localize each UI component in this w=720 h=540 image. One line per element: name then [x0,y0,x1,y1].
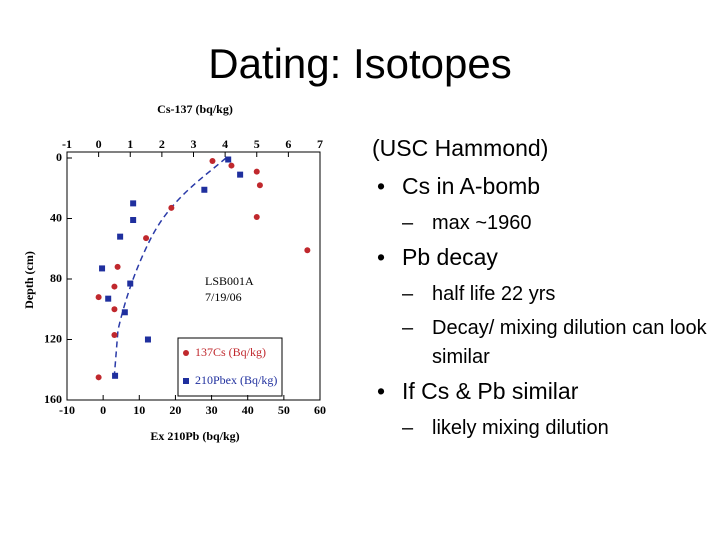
data-point [117,233,124,240]
bullet-item: Cs in A-bomb [372,172,707,201]
x2-tick-label: 40 [242,403,254,417]
x-axis-title: Cs-137 (bq/kg) [157,102,233,116]
x2-tick-label: 60 [314,403,326,417]
annotation: 7/19/06 [205,290,242,304]
text-item: (USC Hammond) [372,135,549,161]
legend-label: 137Cs (Bq/kg) [195,345,266,359]
data-point [105,295,112,302]
legend-label: 210Pbex (Bq/kg) [195,373,277,387]
legend-swatch [183,350,189,356]
y-tick-label: 80 [50,271,62,285]
x-tick-label: 7 [317,137,323,151]
x2-tick-label: 30 [206,403,218,417]
data-point [253,168,260,175]
data-point [95,294,102,301]
x-tick-label: 4 [222,137,228,151]
x2-tick-label: 10 [133,403,145,417]
bullet-item: Pb decay [372,243,707,272]
chart: Cs-137 (bq/kg) Ex 210Pb (bq/kg) Depth (c… [22,102,326,443]
y-tick-label: 160 [44,392,62,406]
data-point [209,158,216,165]
data-point [225,156,232,163]
data-point [99,265,106,272]
x-tick-label: 1 [127,137,133,151]
legend-box [177,337,283,397]
bullet-item: max ~1960 [372,209,707,238]
x2-tick-label: 20 [169,403,181,417]
data-point [127,280,134,287]
y-axis-title: Depth (cm) [22,251,36,309]
x-tick-label: -1 [62,137,72,151]
y-tick-label: 0 [56,150,62,164]
x-tick-label: 2 [159,137,165,151]
data-point [111,306,118,313]
legend-swatch [183,378,189,384]
x2-tick-label: -10 [59,403,75,417]
data-point [237,171,244,178]
bullet-item: half life 22 yrs [372,280,707,309]
data-point [130,200,137,207]
y-tick-label: 40 [50,210,62,224]
x-tick-label: 5 [254,137,260,151]
x-tick-label: 0 [96,137,102,151]
x2-tick-label: 50 [278,403,290,417]
data-point [168,204,175,211]
annotation: LSB001A [205,274,254,288]
data-point [228,162,235,169]
bullet-list: (USC Hammond) Cs in A-bomb max ~1960 Pb dec… [372,134,707,448]
y-tick-label: 120 [44,331,62,345]
data-point [144,336,151,343]
x2-tick-label: 0 [100,403,106,417]
data-point [95,374,102,381]
x2-axis-title: Ex 210Pb (bq/kg) [150,429,239,443]
x-tick-label: 3 [191,137,197,151]
data-point [121,309,128,316]
bullet-item: Decay/ mixing dilution can look similar [372,314,707,372]
data-point [112,372,119,379]
slide-title: Dating: Isotopes [208,40,512,87]
data-point [111,283,118,290]
data-point [143,235,150,242]
data-point [111,331,118,338]
bullet-item: likely mixing dilution [372,414,707,443]
fit-curve [113,157,227,381]
data-point [201,186,208,193]
data-point [256,182,263,189]
x-tick-label: 6 [285,137,291,151]
bullet-item: If Cs & Pb similar [372,377,707,406]
data-point [253,213,260,220]
data-point [304,247,311,254]
data-point [114,263,121,270]
data-point [130,217,137,224]
